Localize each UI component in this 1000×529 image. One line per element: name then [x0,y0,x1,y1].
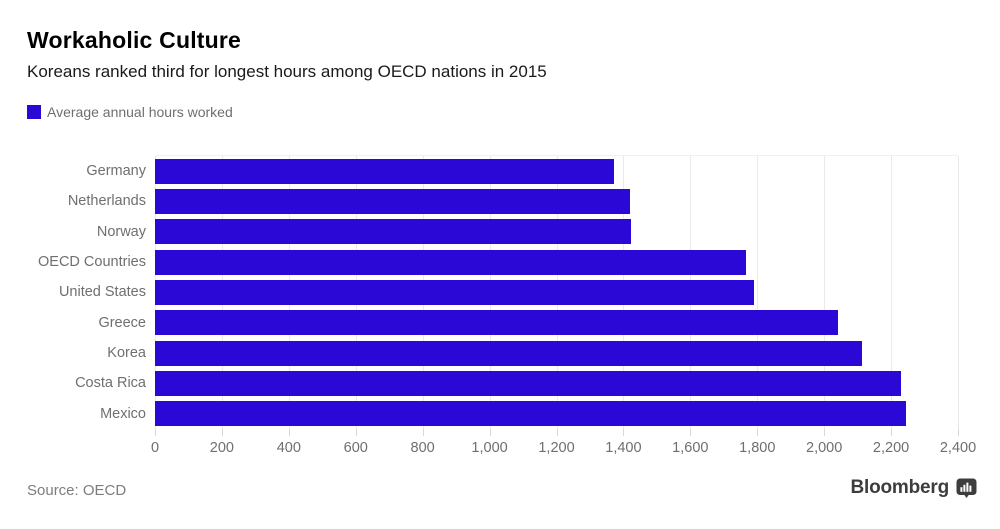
bar-united-states [155,279,754,305]
bar-germany [155,158,614,184]
bar-netherlands [155,188,630,214]
page-title: Workaholic Culture [27,27,242,53]
x-tick-label: 2,200 [872,440,910,456]
x-tick-label: 1,000 [471,440,508,456]
bar-row: Greece [98,308,958,338]
tick-mark [690,429,692,436]
category-label: Korea [107,345,146,362]
gridline [958,156,959,429]
bar-row: Germany [86,156,958,186]
x-tick-label: 800 [410,440,435,456]
source-note: Source: OECD [27,482,127,499]
category-label: Mexico [100,405,146,422]
bar-costa-rica [155,370,902,396]
tick-mark [824,429,826,436]
gridline [891,156,893,429]
x-axis-tick-labels: 0 200 400 600 800 1,000 1,200 1,400 1,600 1,800 2,… [151,440,976,458]
x-tick-label: 1,200 [538,440,575,456]
bar-row: Netherlands [68,186,958,216]
bar-korea [155,340,862,366]
bloomberg-terminal-icon [956,478,977,499]
bar-chart-plot-area: Germany Netherlands Norway OECD Countries Un… [38,155,976,456]
tick-mark [489,429,491,436]
bar-row: Korea [107,338,958,368]
tick-mark [891,429,893,436]
tick-mark [155,429,156,436]
x-tick-label: 400 [276,440,301,456]
bar-row: Costa Rica [75,368,958,398]
category-label: OECD Countries [38,254,146,271]
bar-greece [155,310,839,336]
tick-mark [623,429,625,436]
tick-mark [757,429,759,436]
chart-subtitle: Koreans ranked third for longest hours a… [27,62,547,81]
tick-mark [422,429,424,436]
legend-label: Average annual hours worked [47,104,233,120]
bar-row: Norway [97,217,958,247]
x-tick-label: 2,400 [939,440,977,456]
category-label: United States [58,284,146,301]
bar-row: Mexico [100,399,958,429]
category-label: Norway [96,223,146,240]
tick-mark [355,429,357,436]
x-tick-label: 1,600 [672,440,709,456]
tick-mark [221,429,223,436]
tick-mark [556,429,558,436]
bar-row: OECD Countries [38,247,958,277]
x-tick-label: 2,000 [806,440,843,456]
category-label: Greece [98,314,146,331]
tick-mark [288,429,290,436]
bar-oecd-countries [155,249,746,275]
category-label: Netherlands [67,193,146,210]
bloomberg-wordmark: Bloomberg [850,477,950,498]
bar-rows: Germany Netherlands Norway OECD Countries Un… [38,156,958,429]
gridline [757,156,759,429]
bar-mexico [155,401,907,427]
bar-row: United States [59,277,958,307]
x-tick-label: 1,800 [739,440,776,456]
legend-swatch-icon [27,105,41,119]
x-tick-label: 0 [150,440,160,456]
bar-norway [155,219,632,245]
tick-mark [958,429,959,436]
gridline [824,156,826,429]
category-label: Germany [86,163,146,180]
x-tick-label: 200 [209,440,235,456]
category-label: Costa Rica [75,375,146,392]
x-tick-label: 1,400 [605,440,642,456]
chart-legend: Average annual hours worked [27,104,233,120]
x-tick-label: 600 [343,440,368,456]
bloomberg-logo: Bloomberg [851,477,977,499]
x-axis-tick-marks [155,429,959,436]
